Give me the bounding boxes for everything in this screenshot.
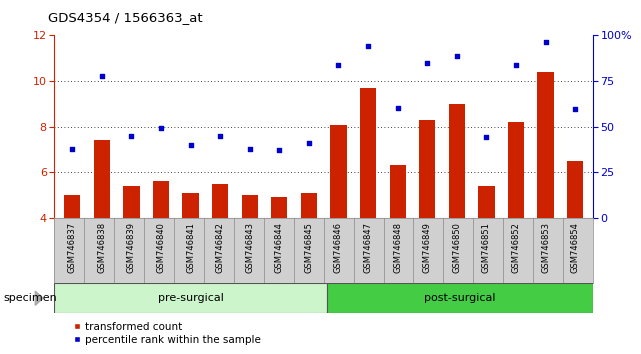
Text: GSM746844: GSM746844 bbox=[275, 222, 284, 273]
Text: GDS4354 / 1566363_at: GDS4354 / 1566363_at bbox=[48, 11, 203, 24]
Point bbox=[126, 133, 137, 138]
Bar bbox=[330, 125, 347, 218]
Point bbox=[245, 147, 255, 152]
Bar bbox=[327, 283, 593, 313]
Bar bbox=[183, 193, 199, 218]
Point bbox=[392, 105, 403, 111]
Point bbox=[185, 142, 196, 148]
Point bbox=[274, 148, 285, 153]
Point bbox=[333, 62, 344, 68]
Bar bbox=[64, 195, 80, 218]
Bar bbox=[212, 183, 228, 218]
Text: GSM746851: GSM746851 bbox=[482, 222, 491, 273]
Point bbox=[511, 62, 521, 68]
Point bbox=[363, 43, 373, 48]
Point bbox=[570, 107, 580, 112]
Text: GSM746838: GSM746838 bbox=[97, 222, 106, 273]
Point bbox=[304, 140, 314, 145]
Bar bbox=[54, 283, 327, 313]
Text: GSM746850: GSM746850 bbox=[453, 222, 462, 273]
Text: pre-surgical: pre-surgical bbox=[158, 293, 224, 303]
Bar bbox=[301, 193, 317, 218]
Bar bbox=[271, 197, 287, 218]
Text: GSM746837: GSM746837 bbox=[68, 222, 77, 273]
Text: GSM746840: GSM746840 bbox=[156, 222, 165, 273]
Legend: transformed count, percentile rank within the sample: transformed count, percentile rank withi… bbox=[69, 317, 265, 349]
Bar bbox=[153, 181, 169, 218]
Bar bbox=[419, 120, 435, 218]
Bar bbox=[567, 161, 583, 218]
Bar bbox=[508, 122, 524, 218]
Text: GSM746847: GSM746847 bbox=[363, 222, 372, 273]
Point bbox=[215, 133, 225, 138]
Bar bbox=[390, 165, 406, 218]
Bar bbox=[360, 88, 376, 218]
Point bbox=[481, 134, 492, 139]
Bar bbox=[242, 195, 258, 218]
Text: GSM746842: GSM746842 bbox=[215, 222, 224, 273]
Point bbox=[67, 147, 78, 152]
Point bbox=[156, 125, 166, 131]
Text: GSM746848: GSM746848 bbox=[393, 222, 402, 273]
Bar bbox=[449, 104, 465, 218]
Text: post-surgical: post-surgical bbox=[424, 293, 495, 303]
Text: GSM746841: GSM746841 bbox=[186, 222, 195, 273]
Text: GSM746852: GSM746852 bbox=[512, 222, 520, 273]
Text: GSM746846: GSM746846 bbox=[334, 222, 343, 273]
Bar bbox=[123, 186, 140, 218]
Bar bbox=[94, 140, 110, 218]
Point bbox=[540, 39, 551, 45]
Bar bbox=[478, 186, 495, 218]
Bar bbox=[537, 72, 554, 218]
Text: GSM746843: GSM746843 bbox=[246, 222, 254, 273]
Point bbox=[452, 53, 462, 59]
Point bbox=[422, 60, 433, 65]
Point bbox=[97, 74, 107, 79]
Text: GSM746853: GSM746853 bbox=[541, 222, 550, 273]
Text: GSM746845: GSM746845 bbox=[304, 222, 313, 273]
Text: GSM746854: GSM746854 bbox=[570, 222, 579, 273]
Text: GSM746849: GSM746849 bbox=[423, 222, 432, 273]
Text: GSM746839: GSM746839 bbox=[127, 222, 136, 273]
Text: specimen: specimen bbox=[3, 293, 57, 303]
